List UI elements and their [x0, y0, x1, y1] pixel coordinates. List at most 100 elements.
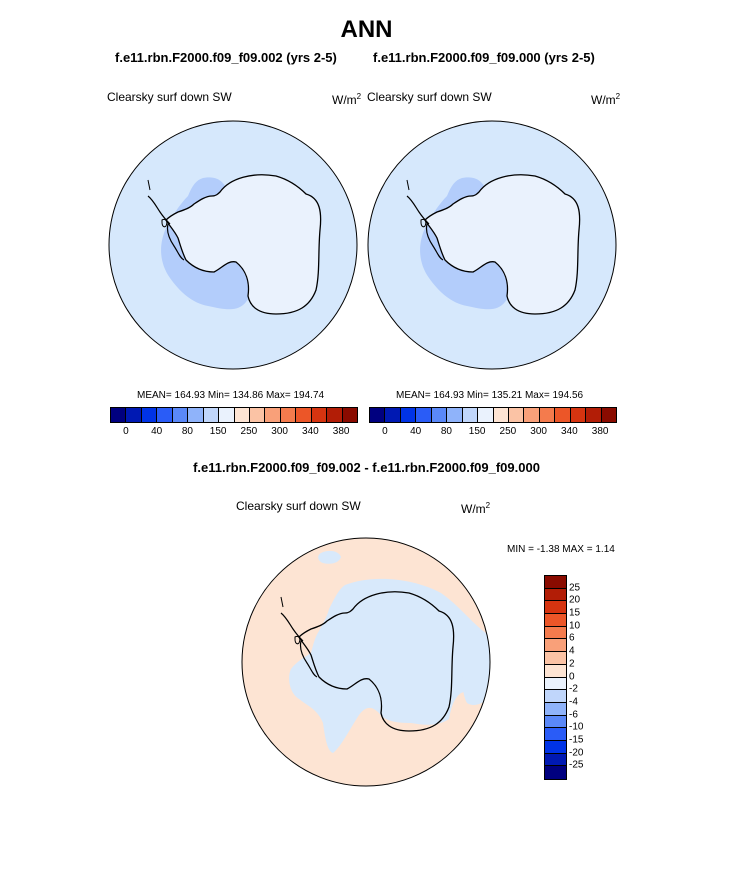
diff-colorbar-tick-label: 6 [569, 632, 575, 644]
panel1-colorbar-box [111, 408, 127, 422]
panel1-colorbar-box [172, 408, 189, 422]
diff-colorbar-tick-label: 0 [569, 671, 575, 682]
panel2-island [406, 179, 427, 228]
diff-colorbar-tick-label: 15 [569, 607, 581, 619]
panel2-colorbar-box [570, 408, 587, 422]
panel2-unit-label: W/m2 [591, 92, 621, 107]
panel1-colorbar-box [311, 408, 328, 422]
panel1-colorbar-box [280, 408, 297, 422]
diff-colorbar-box [545, 626, 566, 640]
panel1-unit-label: W/m2 [332, 92, 362, 107]
diff-colorbar-tick-label: -15 [569, 734, 584, 746]
panel2-colorbar-box [508, 408, 525, 422]
panel1-variable-label: Clearsky surf down SW [107, 90, 232, 104]
panel2-stats: MEAN= 164.93 Min= 135.21 Max= 194.56 [396, 390, 584, 401]
diff-colorbar-box [545, 576, 566, 589]
panel2-peninsula [406, 195, 444, 261]
panel1-colorbar-tick-label: 40 [151, 426, 163, 437]
panel1-colorbar-box [141, 408, 158, 422]
panel2-colorbar-tick-label: 150 [468, 426, 486, 437]
diff-map [241, 537, 491, 787]
panel1-colorbar-ticks: 0 40 80 150 250 300 340 380 [110, 426, 356, 440]
diff-colorbar-tick-label: -10 [569, 721, 584, 733]
panel1-colorbar-box [157, 408, 173, 422]
diff-colorbar-tick-label: 20 [569, 594, 581, 606]
diff-colorbar-box [545, 702, 566, 716]
panel2-colorbar-box [462, 408, 479, 422]
panel1-colorbar-box [234, 408, 250, 422]
panel1-colorbar-box [342, 408, 357, 422]
panel1-colorbar-box [188, 408, 204, 422]
panel1-colorbar-tick-label: 250 [240, 426, 258, 437]
panel1-map [108, 120, 358, 370]
panel1-colorbar-tick-label: 380 [332, 426, 350, 437]
diff-colorbar-tick-label: -25 [569, 759, 584, 771]
diff-antarctica [298, 591, 455, 732]
panel2-colorbar-box [385, 408, 401, 422]
panel1-colorbar-tick-label: 340 [302, 426, 319, 437]
panel2-colorbar-box [539, 408, 556, 422]
panel2-colorbar [369, 407, 617, 423]
diff-negative-region-top [318, 550, 341, 564]
diff-variable-label: Clearsky surf down SW [236, 499, 361, 513]
panel2-colorbar-box [524, 408, 540, 422]
diff-colorbar-box [545, 690, 566, 703]
diff-title: f.e11.rbn.F2000.f09_f09.002 - f.e11.rbn.… [193, 460, 540, 475]
diff-colorbar-tick-label: -20 [569, 747, 584, 759]
panel1-colorbar-tick-label: 80 [181, 426, 193, 437]
panel2-colorbar-box [447, 408, 463, 422]
panel2-colorbar-box [400, 408, 417, 422]
panel2-colorbar-box [478, 408, 494, 422]
diff-colorbar-tick-label: 25 [569, 582, 581, 594]
panel1-case-title: f.e11.rbn.F2000.f09_f09.002 (yrs 2-5) [115, 50, 337, 65]
panel2-antarctica [424, 174, 581, 315]
diff-colorbar-box [545, 753, 566, 767]
panel2-colorbar-tick-label: 340 [561, 426, 578, 437]
panel1-colorbar-box [219, 408, 235, 422]
panel2-variable-label: Clearsky surf down SW [367, 90, 492, 104]
panel2-colorbar-box [586, 408, 602, 422]
diff-colorbar-box [545, 601, 566, 615]
panel1-colorbar-box [265, 408, 281, 422]
panel1-stats: MEAN= 164.93 Min= 134.86 Max= 194.74 [137, 390, 325, 401]
panel2-colorbar-box [431, 408, 448, 422]
panel1-colorbar-box [296, 408, 312, 422]
panel1-colorbar-box [203, 408, 220, 422]
diff-colorbar-box [545, 740, 566, 754]
panel2-colorbar-tick-label: 300 [530, 426, 547, 437]
main-title: ANN [340, 16, 393, 43]
diff-negative-region-main [289, 578, 490, 753]
diff-colorbar-box [545, 639, 566, 653]
diff-colorbar-box [545, 728, 566, 741]
panel1-colorbar [110, 407, 358, 423]
panel1-island [147, 179, 168, 228]
panel1-antarctica [165, 174, 322, 315]
panel1-peninsula [147, 195, 185, 261]
panel2-colorbar-tick-label: 80 [440, 426, 452, 437]
panel2-colorbar-tick-label: 250 [499, 426, 517, 437]
diff-colorbar-tick-label: 2 [569, 658, 575, 670]
panel1-colorbar-tick-label: 300 [271, 426, 288, 437]
panel2-colorbar-box [555, 408, 571, 422]
diff-colorbar [544, 575, 567, 780]
diff-stats: MIN = -1.38 MAX = 1.14 [507, 544, 615, 555]
panel2-colorbar-box [416, 408, 432, 422]
diff-island [280, 596, 301, 645]
panel2-colorbar-tick-label: 380 [591, 426, 609, 437]
diff-colorbar-box [545, 677, 566, 691]
diff-colorbar-tick-label: -6 [569, 709, 578, 721]
diff-colorbar-tick-label: 10 [569, 620, 581, 632]
diff-colorbar-box [545, 715, 566, 729]
diff-colorbar-ticks: 25 20 15 10 6 4 2 0 -2 -4 -6 -10 -15 -20 -25 [569, 575, 609, 780]
panel1-colorbar-box [327, 408, 343, 422]
diff-colorbar-box [545, 766, 566, 779]
diff-colorbar-box [545, 588, 566, 602]
diff-colorbar-box [545, 652, 566, 665]
diff-colorbar-box [545, 614, 566, 627]
diff-negative-region-right [462, 650, 490, 705]
panel2-colorbar-tick-label: 40 [410, 426, 422, 437]
panel2-colorbar-box [493, 408, 509, 422]
diff-peninsula [280, 612, 318, 678]
panel2-map [367, 120, 617, 370]
panel2-colorbar-box [601, 408, 616, 422]
